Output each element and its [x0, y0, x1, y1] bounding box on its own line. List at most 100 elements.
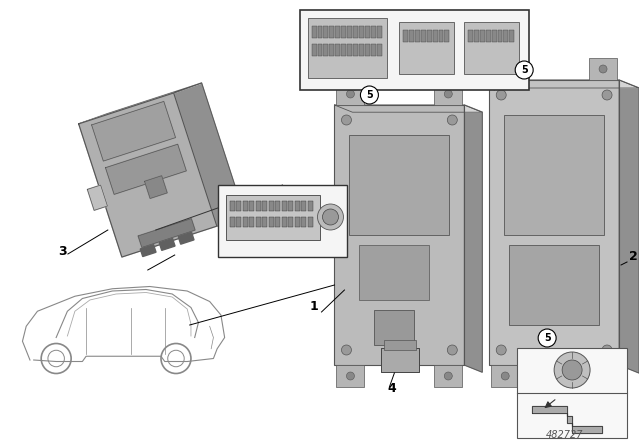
Bar	[378, 26, 383, 38]
Polygon shape	[532, 406, 602, 433]
Bar	[249, 217, 254, 227]
Bar	[300, 10, 529, 90]
Polygon shape	[619, 80, 639, 373]
Polygon shape	[464, 105, 483, 372]
Bar	[255, 201, 260, 211]
Bar	[307, 18, 387, 78]
Bar	[433, 30, 438, 42]
Bar	[275, 217, 280, 227]
Bar	[335, 26, 340, 38]
Bar	[282, 201, 287, 211]
Polygon shape	[138, 219, 195, 247]
Bar	[312, 44, 317, 56]
Circle shape	[447, 345, 458, 355]
Text: 1: 1	[310, 300, 318, 313]
Bar	[378, 44, 383, 56]
Bar	[427, 30, 432, 42]
Polygon shape	[145, 176, 167, 198]
Bar	[230, 217, 235, 227]
Circle shape	[342, 345, 351, 355]
Bar	[288, 201, 293, 211]
Bar	[330, 26, 335, 38]
Bar	[589, 365, 617, 387]
Bar	[348, 26, 353, 38]
Circle shape	[323, 209, 339, 225]
Bar	[288, 217, 293, 227]
Bar	[349, 135, 449, 235]
Bar	[342, 44, 346, 56]
Text: 3: 3	[58, 245, 67, 258]
Circle shape	[447, 115, 458, 125]
Text: 5: 5	[544, 333, 550, 343]
Bar	[492, 58, 519, 80]
Bar	[480, 30, 485, 42]
Polygon shape	[106, 144, 186, 194]
Bar	[381, 348, 419, 372]
Bar	[275, 201, 280, 211]
Bar	[255, 217, 260, 227]
Bar	[243, 217, 248, 227]
Polygon shape	[489, 80, 639, 88]
Polygon shape	[159, 238, 175, 250]
Bar	[438, 30, 444, 42]
Bar	[492, 30, 497, 42]
Circle shape	[515, 61, 533, 79]
Circle shape	[602, 90, 612, 100]
Bar	[517, 348, 627, 438]
Polygon shape	[179, 232, 194, 244]
Bar	[294, 217, 300, 227]
Bar	[335, 105, 464, 365]
Polygon shape	[79, 83, 202, 124]
Text: 2: 2	[629, 250, 638, 263]
Circle shape	[444, 90, 452, 98]
Circle shape	[599, 65, 607, 73]
Circle shape	[599, 372, 607, 380]
Bar	[409, 30, 414, 42]
Bar	[509, 30, 514, 42]
Bar	[230, 201, 235, 211]
Bar	[348, 44, 353, 56]
Bar	[226, 195, 321, 240]
Circle shape	[538, 329, 556, 347]
Bar	[307, 201, 312, 211]
Bar	[335, 44, 340, 56]
Polygon shape	[335, 105, 483, 112]
Bar	[337, 83, 364, 105]
Bar	[262, 201, 267, 211]
Bar	[360, 245, 429, 300]
Bar	[444, 30, 449, 42]
Polygon shape	[87, 185, 108, 210]
Bar	[330, 44, 335, 56]
Circle shape	[342, 115, 351, 125]
Bar	[497, 30, 502, 42]
Bar	[282, 217, 287, 227]
Circle shape	[346, 372, 355, 380]
Bar	[435, 83, 462, 105]
Bar	[301, 201, 306, 211]
Bar	[218, 185, 348, 257]
Polygon shape	[79, 93, 217, 257]
Bar	[236, 217, 241, 227]
Circle shape	[346, 90, 355, 98]
Bar	[243, 201, 248, 211]
Bar	[504, 30, 508, 42]
Bar	[360, 26, 364, 38]
Bar	[504, 115, 604, 235]
Text: 5: 5	[366, 90, 372, 100]
Bar	[371, 26, 376, 38]
Bar	[301, 217, 306, 227]
Bar	[294, 201, 300, 211]
Bar	[317, 44, 323, 56]
Bar	[403, 30, 408, 42]
Bar	[489, 80, 619, 365]
Bar	[468, 30, 473, 42]
Bar	[337, 365, 364, 387]
Bar	[353, 26, 358, 38]
Bar	[464, 22, 519, 74]
Bar	[589, 58, 617, 80]
Bar	[435, 365, 462, 387]
Bar	[509, 245, 599, 325]
Circle shape	[444, 372, 452, 380]
Circle shape	[554, 352, 590, 388]
Bar	[312, 26, 317, 38]
